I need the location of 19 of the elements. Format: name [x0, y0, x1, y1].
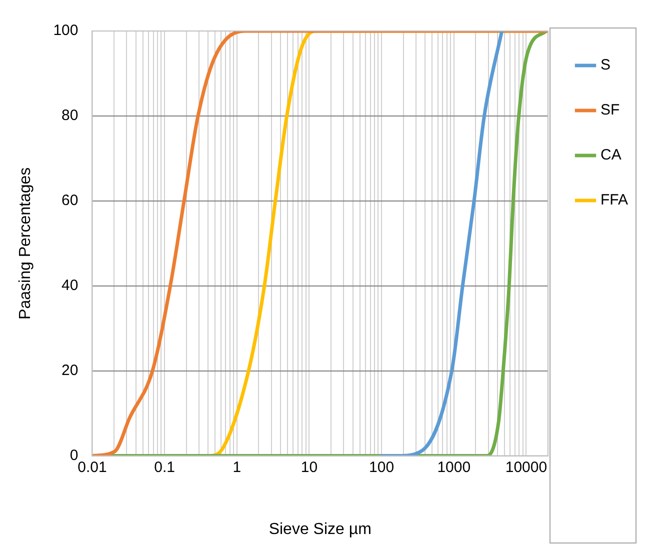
y-tick-label: 60 — [62, 192, 78, 210]
y-tick-label: 40 — [62, 277, 78, 294]
y-tick-label: 20 — [62, 362, 78, 379]
x-tick-label: 10 — [300, 458, 318, 476]
legend-label: CA — [600, 146, 622, 164]
x-tick-label: 1 — [232, 458, 242, 476]
legend-label: S — [600, 56, 611, 74]
x-axis-title: Sieve Size µm — [268, 520, 372, 538]
y-tick-label: 100 — [53, 22, 78, 40]
y-tick-label: 80 — [62, 107, 78, 124]
y-tick-label: 0 — [70, 446, 78, 464]
legend-label: SF — [600, 102, 620, 119]
x-tick-label: 100 — [369, 458, 394, 476]
x-tick-label: 1000 — [437, 458, 471, 476]
x-tick-label: 10000 — [505, 458, 548, 476]
y-axis-title: Paasing Percentages — [17, 167, 34, 320]
legend-label: FFA — [600, 192, 628, 209]
x-tick-label: 0.01 — [78, 458, 107, 476]
x-tick-label: 0.1 — [154, 458, 175, 476]
